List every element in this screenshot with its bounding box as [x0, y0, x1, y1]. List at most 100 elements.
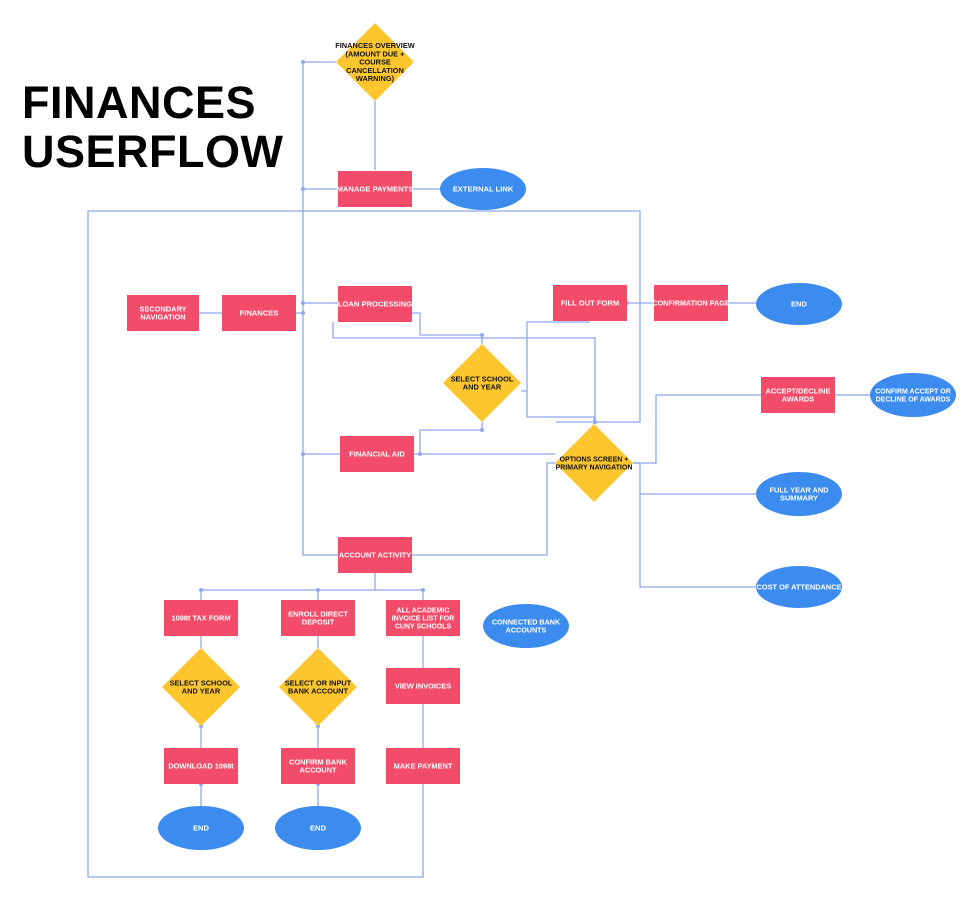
node-external-link: EXTERNAL LINK	[440, 168, 526, 210]
connector-joint	[301, 311, 305, 315]
node-confirm-accept-decline: CONFIRM ACCEPT OR DECLINE OF AWARDS	[870, 373, 956, 417]
node-label-line: PRIMARY NAVIGATION	[556, 464, 633, 471]
connector-joint	[480, 333, 484, 337]
decision-shape	[162, 648, 240, 726]
node-label-line: ACCOUNT	[300, 766, 337, 775]
node-label-line: (AMOUNT DUE +	[346, 49, 406, 58]
node-accept-decline-awards: ACCEPT/DECLINE AWARDS	[761, 377, 835, 413]
connector-line	[633, 462, 756, 495]
node-label-line: MAKE PAYMENT	[394, 762, 453, 771]
node-label-line: AND YEAR	[182, 687, 221, 696]
connector-joint	[199, 588, 203, 592]
node-label: ACCOUNT ACTIVITY	[339, 551, 411, 560]
node-finances-overview: FINANCES OVERVIEW (AMOUNT DUE + COURSE CANC…	[335, 23, 415, 101]
node-label-line: END	[310, 824, 327, 833]
terminal-shape	[756, 283, 842, 325]
title-line-1: FINANCES	[22, 77, 257, 128]
connector-joint	[301, 301, 305, 305]
node-label-line: SECONDARY	[140, 304, 187, 313]
node-label-line: LOAN PROCESSING	[338, 300, 412, 309]
node-label-line: AWARDS	[782, 395, 815, 404]
node-label-line: ACCOUNTS	[506, 626, 547, 635]
process-shape	[386, 668, 460, 704]
connector-line	[526, 391, 595, 424]
connector-joint	[316, 588, 320, 592]
node-label-line: 1098t TAX FORM	[172, 614, 231, 623]
terminal-shape	[756, 472, 842, 516]
connector-lines	[87, 60, 870, 878]
node-label: SELECT SCHOOL AND YEAR	[451, 374, 514, 391]
node-cost-of-attendance: COST OF ATTENDANCE	[756, 566, 842, 608]
node-label-line: SELECT SCHOOL	[451, 374, 514, 383]
node-label-line: COURSE	[359, 58, 391, 67]
node-label-line: CONNECTED BANK	[492, 617, 561, 626]
node-fill-out-form: FILL OUT FORM	[553, 285, 627, 321]
node-select-school-year-top: SELECT SCHOOL AND YEAR	[443, 344, 521, 422]
decision-shape	[279, 648, 357, 726]
node-label: SECONDARY NAVIGATION	[140, 304, 187, 321]
node-label-line: END	[791, 300, 808, 309]
node-label-line: FINANCES OVERVIEW	[335, 41, 415, 50]
process-shape	[281, 748, 355, 784]
node-confirm-bank-account: CONFIRM BANK ACCOUNT	[281, 748, 355, 784]
node-label: VIEW INVOICES	[395, 682, 451, 691]
process-shape	[553, 285, 627, 321]
process-shape	[338, 537, 412, 573]
terminal-shape	[870, 373, 956, 417]
node-label-line: CANCELLATION	[346, 66, 404, 75]
connector-line	[633, 394, 761, 464]
connector-joint	[301, 60, 305, 64]
node-label: ALL ACADEMIC INVOICE LIST FOR CUNY SCHOOLS	[392, 608, 455, 631]
connector-joint	[421, 588, 425, 592]
node-label-line: FILL OUT FORM	[561, 299, 620, 308]
process-shape	[386, 748, 460, 784]
connector-line	[375, 210, 641, 423]
terminal-shape	[158, 806, 244, 850]
page-title: FINANCES USERFLOW	[22, 78, 283, 176]
node-manage-payments: MANAGE PAYMENTS	[337, 171, 413, 207]
node-connected-bank-accounts: CONNECTED BANK ACCOUNTS	[483, 604, 569, 648]
node-label: EXTERNAL LINK	[453, 185, 514, 194]
node-full-year-summary: FULL YEAR AND SUMMARY	[756, 472, 842, 516]
connector-line	[412, 312, 483, 344]
node-label-line: DOWNLOAD 1098t	[168, 762, 234, 771]
node-label: DOWNLOAD 1098t	[168, 762, 234, 771]
node-enroll-direct-deposit: ENROLL DIRECT DEPOSIT	[281, 600, 355, 636]
node-label: MAKE PAYMENT	[394, 762, 453, 771]
node-label-line: COST OF ATTENDANCE	[757, 583, 842, 592]
connector-line	[521, 321, 590, 392]
node-label: CONFIRM BANK ACCOUNT	[289, 757, 348, 774]
node-financial-aid: FINANCIAL AID	[340, 436, 414, 472]
node-account-activity: ACCOUNT ACTIVITY	[338, 537, 412, 573]
connector-joint	[301, 452, 305, 456]
node-label: END	[310, 824, 327, 833]
node-secondary-navigation: SECONDARY NAVIGATION	[127, 295, 199, 331]
node-label: FINANCES	[240, 309, 279, 318]
flow-nodes: FINANCES OVERVIEW (AMOUNT DUE + COURSE CANC…	[127, 23, 956, 850]
node-label: SELECT OR INPUT BANK ACCOUNT	[285, 678, 352, 695]
node-view-invoices: VIEW INVOICES	[386, 668, 460, 704]
node-label-line: END	[193, 824, 210, 833]
node-label-line: FULL YEAR AND	[770, 485, 830, 494]
process-shape	[761, 377, 835, 413]
process-shape	[281, 600, 355, 636]
node-label-line: SUMMARY	[780, 494, 818, 503]
node-label-line: ACCOUNT ACTIVITY	[339, 551, 411, 560]
process-shape	[386, 600, 460, 636]
node-label-line: CONFIRM ACCEPT OR	[875, 389, 951, 396]
node-label-line: CONFIRMATION PAGE	[652, 299, 729, 308]
decision-shape	[443, 344, 521, 422]
node-label: ENROLL DIRECT DEPOSIT	[288, 609, 348, 626]
node-label: FINANCES OVERVIEW (AMOUNT DUE + COURSE CANC…	[335, 41, 415, 83]
node-tax-form-1098t: 1098t TAX FORM	[164, 600, 238, 636]
process-shape	[340, 436, 414, 472]
connector-line	[639, 494, 756, 588]
node-end-left: END	[158, 806, 244, 850]
process-shape	[338, 171, 412, 207]
node-label-line: EXTERNAL LINK	[453, 185, 514, 194]
connector-joint	[418, 452, 422, 456]
process-shape	[164, 748, 238, 784]
node-label: FINANCIAL AID	[349, 450, 405, 459]
node-label-line: ALL ACADEMIC	[397, 608, 450, 615]
